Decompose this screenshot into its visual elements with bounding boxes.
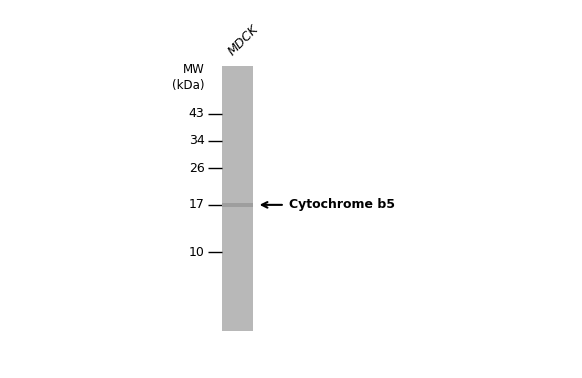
Bar — [222, 203, 253, 207]
Text: MDCK: MDCK — [226, 23, 261, 59]
Text: 43: 43 — [189, 107, 204, 120]
Text: 34: 34 — [189, 134, 204, 147]
Bar — [222, 66, 253, 331]
Text: 10: 10 — [189, 246, 204, 259]
Text: MW
(kDa): MW (kDa) — [172, 63, 204, 92]
Text: 26: 26 — [189, 162, 204, 175]
Text: Cytochrome b5: Cytochrome b5 — [289, 198, 395, 211]
Text: 17: 17 — [189, 198, 204, 211]
